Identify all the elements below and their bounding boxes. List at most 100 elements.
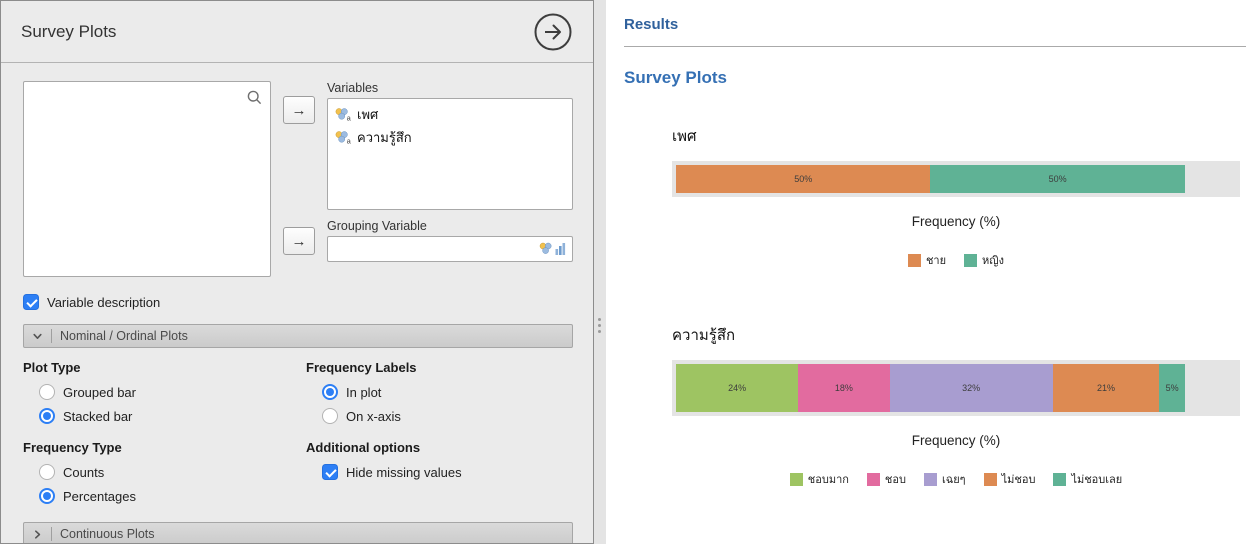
checkbox-checked-icon [23, 294, 39, 310]
legend-swatch-icon [789, 472, 803, 486]
legend-item: ชอบมาก [789, 470, 849, 488]
variable-item[interactable]: a เพศ [328, 103, 572, 126]
segment-value-label: 32% [962, 383, 981, 393]
segment-value-label: 50% [1048, 174, 1067, 184]
stacked-bar-radio[interactable]: Stacked bar [23, 404, 306, 428]
bar-track: 24% 18% 32% 21% 5% [672, 360, 1240, 416]
option-label: Grouped bar [63, 384, 136, 400]
results-panel: Results Survey Plots เพศ 50% 50% Frequency … [606, 0, 1258, 544]
panel-body: → → Variables a เพศ a ความรู้สึก Grouping V… [1, 63, 593, 543]
option-label: Percentages [63, 488, 136, 504]
segment-value-label: 18% [834, 383, 853, 393]
option-group-additional-options: Additional options Hide missing values [306, 434, 573, 508]
results-title: Results [624, 16, 679, 33]
arrow-circle-icon [534, 13, 572, 50]
svg-text:a: a [347, 137, 352, 145]
bar-segment-หญิง: 50% [930, 165, 1185, 193]
grouping-variable-label: Grouping Variable [327, 219, 427, 233]
radio-unchecked-icon [39, 464, 55, 480]
segment-value-label: 21% [1097, 383, 1116, 393]
variable-name: เพศ [357, 107, 379, 122]
radio-unchecked-icon [322, 408, 338, 424]
splitter-handle-icon[interactable] [598, 318, 601, 333]
radio-unchecked-icon [39, 384, 55, 400]
grouped-bar-radio[interactable]: Grouped bar [23, 380, 306, 404]
analysis-options-panel: Survey Plots [0, 0, 594, 544]
chevron-right-icon [34, 529, 41, 539]
legend-swatch-icon [923, 472, 937, 486]
x-axis-label: Frequency (%) [911, 214, 1001, 229]
legend-label: ไม่ชอบ [1001, 474, 1036, 486]
legend-swatch-icon [907, 253, 921, 267]
option-label: Hide missing values [346, 464, 462, 480]
variable-description-checkbox[interactable]: Variable description [23, 294, 573, 310]
options-grid: Plot Type Grouped bar Stacked bar Frequency… [23, 354, 573, 508]
section-divider [51, 527, 52, 541]
legend-label: ชอบ [884, 474, 906, 486]
option-label: On x-axis [346, 408, 401, 424]
legend-swatch-icon [964, 253, 978, 267]
bar-segment-ไม่ชอบเลย: 5% [1159, 364, 1185, 412]
panel-header: Survey Plots [1, 1, 593, 63]
charts: เพศ 50% 50% Frequency (%) ชาย หญิงความรู้สึก 2… [672, 124, 1240, 488]
variable-description-label: Variable description [47, 294, 161, 310]
bar-segment-เฉยๆ: 32% [889, 364, 1053, 412]
section-label: Nominal / Ordinal Plots [60, 329, 188, 343]
on-x-axis-radio[interactable]: On x-axis [306, 404, 573, 428]
chart-1[interactable]: เพศ 50% 50% Frequency (%) ชาย หญิง [672, 124, 1240, 269]
percentages-radio[interactable]: Percentages [23, 484, 306, 508]
option-group-frequency-type: Frequency Type Counts Percentages [23, 434, 306, 508]
bar-stack: 24% 18% 32% 21% 5% [676, 364, 1185, 412]
move-buttons-column: → → [271, 81, 327, 277]
section-nominal-ordinal-plots[interactable]: Nominal / Ordinal Plots [23, 324, 573, 348]
variables-listbox[interactable]: a เพศ a ความรู้สึก [327, 98, 573, 210]
legend-label: หญิง [982, 255, 1005, 267]
in-plot-radio[interactable]: In plot [306, 380, 573, 404]
hide-missing-values-checkbox[interactable]: Hide missing values [306, 460, 573, 484]
move-to-grouping-button[interactable]: → [283, 227, 315, 255]
bar-segment-ชอบมาก: 24% [676, 364, 799, 412]
option-label: In plot [346, 384, 382, 400]
variable-assignment-area: → → Variables a เพศ a ความรู้สึก Grouping V… [23, 81, 573, 277]
radio-checked-icon [322, 384, 338, 400]
bar-segment-ชาย: 50% [676, 165, 931, 193]
variable-item[interactable]: a ความรู้สึก [328, 126, 572, 149]
nominal-variable-icon: a [335, 108, 352, 122]
legend-item: ชอบ [866, 470, 906, 488]
chart-title: ความรู้สึก [672, 327, 736, 344]
bar-stack: 50% 50% [676, 165, 1185, 193]
bar-track: 50% 50% [672, 161, 1240, 197]
bar-segment-ชอบ: 18% [798, 364, 890, 412]
move-to-variables-button[interactable]: → [283, 96, 315, 124]
section-continuous-plots[interactable]: Continuous Plots [23, 522, 573, 543]
legend-swatch-icon [866, 472, 880, 486]
panel-title: Survey Plots [21, 21, 117, 41]
radio-checked-icon [39, 488, 55, 504]
nominal-variable-icon: a [335, 131, 352, 145]
analysis-heading[interactable]: Survey Plots [624, 68, 727, 87]
segment-value-label: 5% [1165, 383, 1179, 393]
legend: ชาย หญิง [672, 251, 1240, 269]
legend-label: ไม่ชอบเลย [1071, 474, 1123, 486]
available-variables-listbox[interactable] [23, 81, 271, 277]
frequency-type-label: Frequency Type [23, 440, 122, 455]
section-label: Continuous Plots [60, 527, 155, 541]
panel-splitter[interactable] [594, 0, 606, 544]
legend-swatch-icon [1053, 472, 1067, 486]
legend-item: ไม่ชอบเลย [1053, 470, 1122, 488]
search-icon [246, 89, 263, 111]
variables-label: Variables [327, 81, 379, 95]
svg-text:a: a [347, 114, 352, 122]
option-label: Counts [63, 464, 105, 480]
legend-swatch-icon [983, 472, 997, 486]
chart-2[interactable]: ความรู้สึก 24% 18% 32% 21% 5% Frequency (%) ชอบ… [672, 323, 1240, 488]
counts-radio[interactable]: Counts [23, 460, 306, 484]
chart-title: เพศ [672, 128, 697, 145]
grouping-variable-input[interactable] [327, 236, 573, 262]
checkbox-checked-icon [322, 464, 338, 480]
collapse-forward-button[interactable] [533, 12, 573, 52]
legend-label: เฉยๆ [941, 474, 966, 486]
chevron-down-icon [33, 333, 42, 339]
section-divider [51, 329, 52, 343]
